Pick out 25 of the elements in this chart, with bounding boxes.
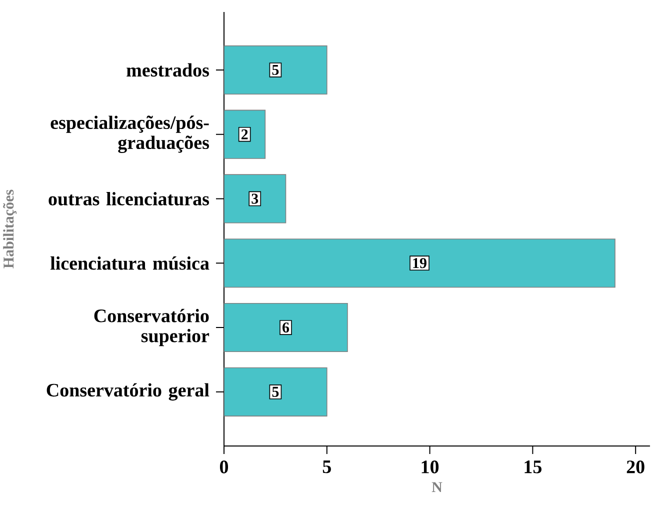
- x-tick-label: 20: [626, 460, 644, 474]
- bar: [224, 238, 616, 288]
- x-tick-label: 10: [422, 460, 439, 474]
- data-label: 19: [413, 258, 426, 268]
- y-tick-label: outras licenciaturas: [48, 192, 210, 206]
- y-tick-label: licenciatura música: [50, 256, 210, 270]
- y-tick-label: Conservatório superior: [94, 308, 210, 346]
- y-tick-label: mestrados: [126, 63, 210, 77]
- data-label: 3: [252, 194, 258, 204]
- data-label: 6: [282, 322, 290, 333]
- y-axis-title: Habilitações: [3, 190, 17, 268]
- x-tick-label: 0: [220, 460, 228, 474]
- bar: [224, 302, 348, 352]
- bar: [224, 45, 328, 94]
- y-tick-label: Conservatório geral: [46, 383, 210, 401]
- x-axis-title: N: [432, 482, 442, 492]
- y-tick-label: especializações/pós-graduações: [50, 116, 210, 154]
- bar: [224, 110, 266, 159]
- data-label: 2: [241, 129, 248, 140]
- x-tick-label: 15: [524, 460, 542, 474]
- bar: [224, 174, 286, 224]
- data-label: 5: [272, 386, 279, 397]
- bar: [224, 367, 328, 416]
- data-label: 5: [272, 64, 279, 75]
- x-tick-label: 5: [322, 460, 331, 474]
